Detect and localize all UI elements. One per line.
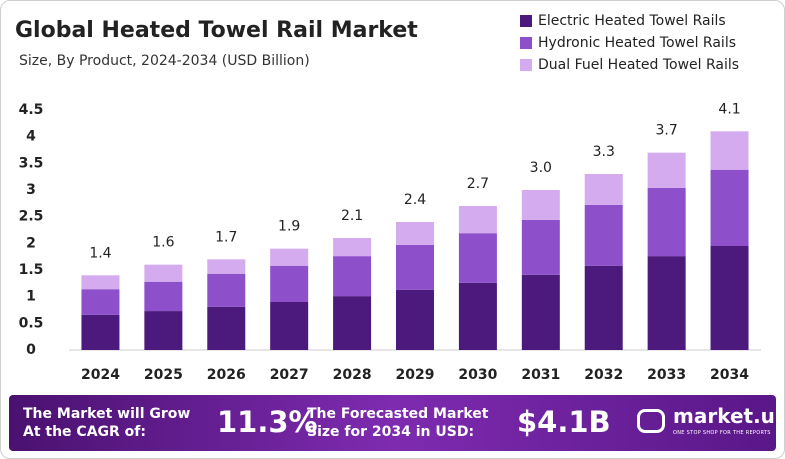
- bar-segment: [584, 265, 623, 350]
- bar-segment: [584, 174, 623, 205]
- bar-segment: [81, 314, 120, 350]
- bar-segment: [333, 238, 372, 257]
- chart-title: Global Heated Towel Rail Market: [15, 18, 418, 43]
- total-label: 3.3: [593, 144, 615, 160]
- tagline: ONE STOP SHOP FOR THE REPORTS: [673, 430, 771, 436]
- bar-segment: [207, 273, 246, 307]
- bar-segment: [396, 289, 434, 350]
- bar-segment: [458, 282, 497, 350]
- bar-segment: [458, 233, 497, 283]
- bar-segment: [521, 190, 560, 220]
- total-label: 3.7: [656, 123, 678, 139]
- y-tick-label: 4: [26, 129, 36, 145]
- forecast-value: $4.1B: [517, 405, 611, 439]
- bar-segment: [521, 274, 560, 350]
- y-tick-label: 0: [26, 342, 36, 358]
- x-tick-label: 2030: [458, 367, 497, 383]
- bar-segment: [710, 131, 749, 170]
- y-tick-label: 0.5: [19, 315, 44, 331]
- y-tick-label: 3: [26, 182, 36, 198]
- bar-segment: [396, 244, 434, 290]
- legend-label: Hydronic Heated Towel Rails: [538, 35, 736, 51]
- chart: Global Heated Towel Rail Market Size, By…: [15, 13, 761, 383]
- x-tick-label: 2024: [81, 367, 120, 383]
- x-tick-label: 2029: [396, 367, 435, 383]
- brand: market.us: [673, 404, 785, 428]
- legend-swatch: [520, 37, 532, 49]
- y-tick-label: 2: [26, 235, 36, 251]
- bar-segment: [647, 152, 686, 188]
- bar-segment: [207, 259, 246, 274]
- bar-segment: [81, 275, 120, 290]
- cagr-value: 11.3%: [217, 405, 318, 439]
- x-tick-label: 2033: [647, 367, 686, 383]
- bar-segment: [647, 256, 686, 350]
- x-tick-label: 2034: [710, 367, 749, 383]
- bar-segment: [270, 248, 309, 266]
- total-label: 1.9: [278, 219, 300, 235]
- total-label: 1.4: [89, 245, 111, 261]
- x-tick-label: 2025: [144, 367, 183, 383]
- x-tick-label: 2031: [521, 367, 560, 383]
- y-tick-label: 1: [26, 289, 36, 305]
- legend-label: Electric Heated Towel Rails: [538, 13, 726, 29]
- bar-segment: [81, 289, 120, 315]
- bar-segment: [396, 222, 434, 245]
- bar-segment: [270, 302, 309, 350]
- total-label: 2.7: [467, 176, 489, 192]
- bar-segment: [144, 311, 183, 350]
- x-tick-label: 2032: [584, 367, 623, 383]
- total-label: 1.6: [152, 235, 174, 251]
- x-tick-label: 2027: [270, 367, 309, 383]
- bar-segment: [710, 169, 749, 246]
- total-label: 4.1: [718, 101, 740, 117]
- legend-swatch: [520, 15, 532, 27]
- bar-segment: [270, 265, 309, 302]
- forecast-text: The Forecasted Market Size for 2034 in U…: [307, 406, 489, 440]
- x-tick-label: 2028: [333, 367, 372, 383]
- bar-segment: [710, 246, 749, 350]
- x-tick-label: 2026: [207, 367, 246, 383]
- bar-segment: [333, 296, 372, 350]
- total-label: 2.4: [404, 192, 426, 208]
- legend-swatch: [520, 59, 532, 71]
- bar-segment: [144, 264, 183, 282]
- brand-logo: [637, 409, 665, 433]
- bar-segment: [647, 187, 686, 257]
- cagr-text: The Market will Grow At the CAGR of:: [23, 406, 191, 440]
- y-tick-label: 1.5: [19, 262, 44, 278]
- y-tick-label: 3.5: [19, 155, 44, 171]
- bar-segment: [458, 206, 497, 234]
- chart-subtitle: Size, By Product, 2024-2034 (USD Billion…: [19, 53, 310, 69]
- total-label: 2.1: [341, 208, 363, 224]
- footer-banner: The Market will Grow At the CAGR of: 11.…: [9, 395, 784, 451]
- bar-segment: [333, 256, 372, 297]
- bar-segment: [521, 219, 560, 275]
- bar-segment: [207, 306, 246, 350]
- bar-segment: [144, 281, 183, 312]
- y-tick-label: 4.5: [19, 102, 44, 118]
- total-label: 3.0: [530, 160, 552, 176]
- y-tick-label: 2.5: [19, 209, 44, 225]
- bar-segment: [584, 204, 623, 266]
- legend-label: Dual Fuel Heated Towel Rails: [538, 57, 739, 73]
- total-label: 1.7: [215, 229, 237, 245]
